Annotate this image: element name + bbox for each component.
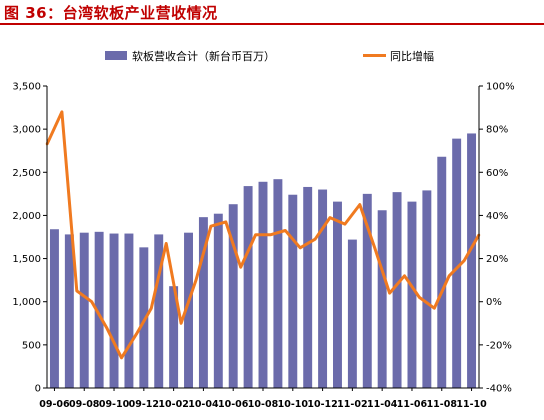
bar	[198, 217, 208, 388]
bar	[377, 210, 387, 388]
bar	[243, 186, 253, 388]
bar	[124, 233, 134, 388]
x-tick-label: 11-06	[397, 399, 428, 410]
line-point	[433, 306, 436, 310]
bar	[407, 201, 417, 388]
line-point	[269, 233, 272, 237]
line-point	[135, 332, 138, 336]
right-tick-label: 0%	[486, 297, 502, 308]
line-point	[224, 220, 227, 224]
line-point	[150, 306, 153, 310]
left-tick-label: 3,000	[12, 125, 41, 136]
x-tick-label: 11-08	[427, 399, 458, 410]
line-point	[120, 356, 123, 359]
line-point	[299, 246, 302, 249]
line-point	[358, 203, 362, 206]
x-tick-label: 09-12	[129, 399, 159, 410]
right-tick-label: -20%	[486, 340, 512, 351]
bar	[79, 232, 89, 388]
right-tick-label: 100%	[486, 82, 515, 93]
x-tick-label: 10-06	[218, 399, 249, 410]
bar	[169, 286, 179, 388]
x-tick-label: 10-10	[278, 399, 309, 410]
line-point	[254, 233, 257, 237]
bar	[139, 247, 149, 388]
bar	[64, 234, 74, 388]
x-tick-label: 09-10	[99, 399, 130, 410]
line-point	[239, 266, 242, 269]
bar	[228, 204, 238, 388]
line-point	[194, 278, 198, 282]
x-tick-label: 09-06	[39, 399, 70, 410]
x-tick-label: 11-10	[456, 399, 487, 410]
legend-bar-swatch	[105, 51, 127, 60]
left-tick-label: 0	[35, 384, 41, 395]
line-point	[418, 296, 421, 299]
line-point	[313, 237, 317, 241]
bar	[184, 232, 193, 388]
line-point	[343, 222, 347, 226]
x-tick-label: 10-08	[248, 399, 279, 410]
bar	[333, 201, 342, 388]
plot-axes: 0 500 1,000 1,500 2,000 2,500 3,000 3,500 -40% -2…	[12, 82, 514, 411]
left-tick-label: 3,500	[12, 82, 41, 93]
bar	[347, 239, 357, 388]
legend-bar-label: 软板营收合计（新台币百万）	[132, 49, 275, 63]
x-tick-label: 09-08	[69, 399, 100, 410]
bar	[318, 189, 328, 388]
bar	[154, 234, 164, 388]
line-point	[179, 322, 183, 325]
x-tick-label: 11-02	[337, 399, 367, 410]
bar	[288, 194, 298, 388]
bar	[94, 231, 104, 388]
line-point	[284, 229, 287, 232]
bar-series	[49, 133, 477, 388]
line-point	[403, 274, 406, 278]
line-point	[164, 242, 168, 245]
bar	[422, 190, 432, 388]
x-tick-label: 10-04	[188, 399, 219, 410]
legend-line-label: 同比增幅	[390, 49, 434, 63]
right-tick-label: 20%	[486, 254, 508, 265]
right-tick-label: 40%	[486, 211, 508, 222]
yoy-line	[45, 110, 481, 360]
left-tick-label: 2,500	[12, 168, 41, 179]
bar	[273, 179, 283, 388]
line-point	[60, 110, 64, 114]
bar	[49, 229, 59, 388]
left-tick-label: 1,500	[12, 254, 41, 265]
bar	[362, 193, 372, 388]
bar	[452, 138, 462, 388]
line-point	[105, 326, 108, 329]
bar	[437, 156, 447, 388]
left-tick-label: 500	[22, 340, 41, 351]
bar	[392, 192, 402, 388]
bar	[467, 133, 477, 388]
bar	[303, 186, 313, 388]
bar	[258, 181, 268, 388]
line-point	[462, 259, 466, 262]
left-tick-label: 2,000	[12, 211, 41, 222]
line-point	[328, 216, 332, 219]
line-series-group	[45, 110, 481, 360]
line-point	[373, 246, 376, 249]
line-point	[75, 289, 78, 293]
x-tick-label: 10-12	[307, 399, 337, 410]
left-tick-label: 1,000	[12, 297, 41, 308]
line-point	[209, 225, 213, 228]
right-tick-label: -40%	[486, 384, 512, 395]
x-tick-label: 11-04	[367, 399, 398, 410]
title-rule	[0, 23, 544, 25]
line-point	[90, 300, 93, 303]
right-tick-label: 80%	[486, 125, 508, 136]
bar	[109, 233, 119, 388]
line-point	[448, 274, 451, 278]
x-tick-label: 10-02	[158, 399, 188, 410]
line-point	[388, 291, 391, 295]
bar	[213, 213, 223, 388]
figure-title: 图 36：台湾软板产业营收情况	[4, 4, 218, 22]
right-tick-label: 60%	[486, 168, 508, 179]
legend: 软板营收合计（新台币百万） 同比增幅	[105, 49, 434, 63]
